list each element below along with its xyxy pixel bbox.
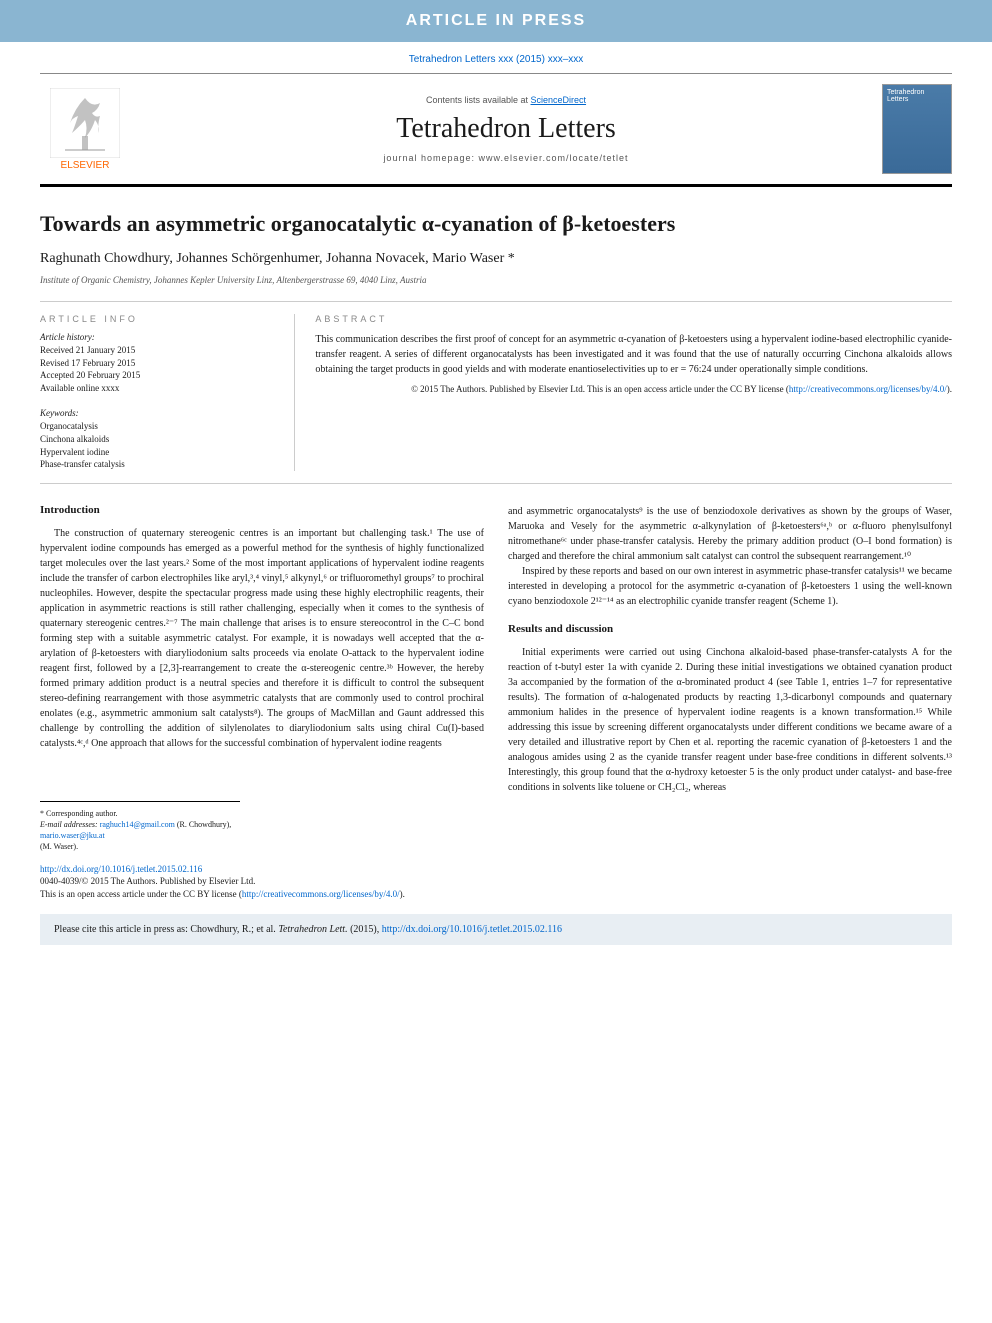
bottom-links: http://dx.doi.org/10.1016/j.tetlet.2015.… <box>40 863 952 901</box>
abstract-text: This communication describes the first p… <box>315 332 952 377</box>
corresponding-note: * Corresponding author. <box>40 808 240 819</box>
contents-line: Contents lists available at ScienceDirec… <box>130 95 882 105</box>
abstract-label: ABSTRACT <box>315 314 952 324</box>
intro-heading: Introduction <box>40 504 484 516</box>
citation-box: Please cite this article in press as: Ch… <box>40 914 952 945</box>
email-link-1[interactable]: raghuch14@gmail.com <box>100 820 175 829</box>
sciencedirect-link[interactable]: ScienceDirect <box>531 95 587 105</box>
abstract-copyright: © 2015 The Authors. Published by Elsevie… <box>315 383 952 397</box>
history-accepted: Accepted 20 February 2015 <box>40 369 274 382</box>
meta-section: ARTICLE INFO Article history: Received 2… <box>40 301 952 484</box>
history-received: Received 21 January 2015 <box>40 344 274 357</box>
email-link-2[interactable]: mario.waser@jku.at <box>40 831 105 840</box>
authors-list: Raghunath Chowdhury, Johannes Schörgenhu… <box>40 251 952 267</box>
body-paragraph: Inspired by these reports and based on o… <box>508 564 952 609</box>
citation-header: Tetrahedron Letters xxx (2015) xxx–xxx <box>0 42 992 73</box>
journal-header: ELSEVIER Contents lists available at Sci… <box>40 73 952 187</box>
body-columns: Introduction The construction of quatern… <box>40 504 952 853</box>
publisher-block: ELSEVIER <box>40 88 130 171</box>
results-paragraph: Initial experiments were carried out usi… <box>508 645 952 795</box>
cite-doi-link[interactable]: http://dx.doi.org/10.1016/j.tetlet.2015.… <box>382 924 562 935</box>
article-info-label: ARTICLE INFO <box>40 314 274 324</box>
affiliation: Institute of Organic Chemistry, Johannes… <box>40 275 952 285</box>
publisher-name: ELSEVIER <box>61 160 110 171</box>
article-title: Towards an asymmetric organocatalytic α-… <box>40 211 952 237</box>
email-note: E-mail addresses: raghuch14@gmail.com (R… <box>40 819 240 853</box>
keyword: Phase-transfer catalysis <box>40 458 274 471</box>
doi-link[interactable]: http://dx.doi.org/10.1016/j.tetlet.2015.… <box>40 864 202 874</box>
bottom-license-link[interactable]: http://creativecommons.org/licenses/by/4… <box>242 889 400 899</box>
elsevier-tree-logo <box>50 88 120 158</box>
history-label: Article history: <box>40 332 274 342</box>
intro-paragraph: The construction of quaternary stereogen… <box>40 526 484 751</box>
keyword: Organocatalysis <box>40 420 274 433</box>
left-column: Introduction The construction of quatern… <box>40 504 484 853</box>
body-paragraph: and asymmetric organocatalysts⁹ is the u… <box>508 504 952 564</box>
history-online: Available online xxxx <box>40 382 274 395</box>
keyword: Hypervalent iodine <box>40 446 274 459</box>
results-heading: Results and discussion <box>508 623 952 635</box>
license-link[interactable]: http://creativecommons.org/licenses/by/4… <box>789 384 947 394</box>
keywords-label: Keywords: <box>40 408 274 418</box>
journal-homepage: journal homepage: www.elsevier.com/locat… <box>130 153 882 163</box>
in-press-banner: ARTICLE IN PRESS <box>0 0 992 42</box>
keyword: Cinchona alkaloids <box>40 433 274 446</box>
issn-line: 0040-4039/© 2015 The Authors. Published … <box>40 875 952 888</box>
journal-name: Tetrahedron Letters <box>130 113 882 145</box>
journal-title-block: Contents lists available at ScienceDirec… <box>130 95 882 163</box>
license-line: This is an open access article under the… <box>40 888 952 901</box>
journal-cover-thumb: Tetrahedron Letters <box>882 84 952 174</box>
right-column: and asymmetric organocatalysts⁹ is the u… <box>508 504 952 853</box>
history-revised: Revised 17 February 2015 <box>40 357 274 370</box>
footnotes: * Corresponding author. E-mail addresses… <box>40 801 240 853</box>
